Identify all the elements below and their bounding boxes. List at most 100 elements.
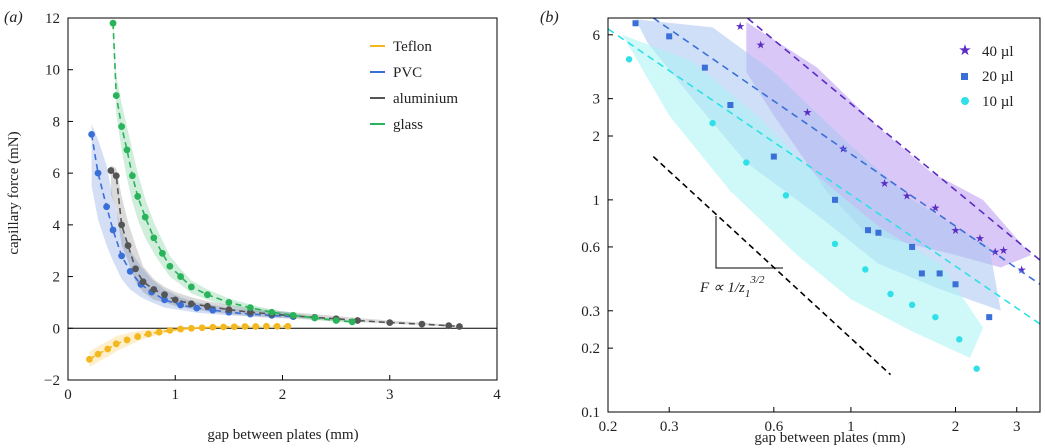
point-40-l: ★	[756, 40, 766, 52]
point-20-l	[666, 33, 673, 40]
point-glass	[112, 92, 120, 99]
point-glass	[332, 317, 340, 324]
point-40-l: ★	[951, 225, 961, 237]
panel-a-legend: Teflon PVC aluminium glass	[370, 39, 458, 133]
point-40-l: ★	[975, 233, 985, 245]
point-glass	[158, 249, 166, 257]
panel-a-y-tick-label: 2	[53, 270, 61, 286]
panel-b-y-tick-label: 6	[593, 28, 601, 44]
band-10-l	[622, 34, 984, 358]
point-teflon	[112, 340, 120, 348]
point-glass	[177, 273, 185, 280]
point-teflon	[166, 326, 174, 334]
point-teflon	[263, 322, 270, 330]
point-teflon	[230, 323, 238, 331]
panel-b-x-tick-label: 0.3	[660, 419, 679, 435]
panel-b-y-tick-label: 0.6	[581, 240, 600, 256]
panel-a-x-tick-label: 4	[493, 387, 501, 403]
point-20-l	[952, 281, 959, 288]
point-20-l	[632, 20, 639, 27]
legend-label-teflon: Teflon	[393, 39, 432, 55]
panel-a-y-tick-label: −2	[44, 373, 60, 389]
fit-line-10-l	[608, 28, 1040, 325]
panel-a-x-tick-label: 2	[279, 387, 287, 403]
point-pvc	[161, 296, 168, 304]
panel-b-data: ★★★★★★★★★★★★	[608, 18, 1040, 376]
point-pvc	[88, 130, 95, 138]
panel-a-x-tick-label: 3	[386, 387, 394, 403]
point-10-l	[932, 313, 939, 321]
legend-label-20ul: 20 µl	[982, 69, 1014, 85]
panel-a-x-tick-label: 0	[64, 387, 72, 403]
point-teflon	[209, 323, 217, 331]
panel-b-y-tick-label: 0.1	[581, 405, 600, 421]
point-20-l	[727, 102, 734, 109]
point-glass	[289, 311, 297, 319]
panel-b-x-axis-label: gap between plates (mm)	[754, 430, 905, 446]
point-aluminium	[124, 242, 132, 249]
panel-b-y-tick-label: 0.2	[581, 341, 600, 357]
reference-slope-line	[652, 155, 892, 376]
point-glass	[348, 318, 356, 326]
point-glass	[311, 314, 319, 322]
series-line-pvc	[90, 134, 294, 318]
legend-label-pvc: PVC	[393, 65, 422, 81]
panel-a-y-axis-label: capillary force (mN)	[6, 131, 22, 254]
point-glass	[225, 299, 233, 306]
point-pvc	[103, 203, 111, 211]
panel-b-x-tick-label: 2	[952, 419, 960, 435]
point-teflon	[86, 355, 93, 363]
panel-a-x-axis-label: gap between plates (mm)	[207, 427, 358, 443]
point-aluminium	[171, 296, 179, 304]
point-teflon	[104, 345, 112, 353]
point-10-l	[862, 266, 869, 273]
fit-line-20-l	[652, 18, 1040, 285]
legend-label-10ul: 10 µl	[982, 94, 1014, 110]
point-teflon	[252, 323, 260, 330]
point-aluminium	[139, 278, 147, 286]
panel-b-frame	[607, 17, 1041, 413]
point-10-l	[956, 336, 963, 343]
panel-a-label: (a)	[4, 9, 23, 26]
point-40-l: ★	[902, 190, 912, 202]
point-20-l	[936, 270, 943, 277]
panel-a-y-tick-label: 12	[45, 11, 60, 27]
point-40-l: ★	[803, 107, 813, 119]
point-aluminium	[418, 320, 426, 328]
point-aluminium	[187, 300, 195, 308]
point-aluminium	[246, 308, 254, 316]
point-teflon	[273, 322, 281, 330]
point-20-l	[865, 227, 872, 234]
point-20-l	[701, 64, 708, 71]
point-aluminium	[107, 167, 115, 174]
point-teflon	[198, 324, 206, 332]
point-aluminium	[112, 172, 120, 180]
point-10-l	[743, 159, 750, 166]
point-glass	[118, 123, 126, 130]
panel-b-label: (b)	[540, 9, 559, 26]
legend-label-40ul: 40 µl	[982, 44, 1014, 60]
point-20-l	[918, 270, 925, 277]
panel-b: (b) ★★★★★★★★★★★★0.20.30.61230.10.20.30.6…	[540, 9, 1041, 446]
point-10-l	[887, 290, 894, 298]
point-10-l	[908, 301, 916, 309]
panel-b-y-tick-label: 0.3	[581, 304, 600, 320]
point-teflon	[241, 323, 249, 330]
band-40-l	[746, 21, 1032, 268]
point-teflon	[134, 333, 142, 340]
panel-b-y-tick-label: 3	[593, 92, 601, 108]
point-10-l	[709, 119, 716, 127]
slope-annotation: F ∝ 1/z13/2	[699, 274, 765, 300]
point-aluminium	[354, 317, 361, 324]
point-40-l: ★	[880, 178, 890, 190]
point-20-l	[909, 243, 916, 250]
legend-marker-10ul	[961, 97, 969, 105]
panel-b-x-tick-label: 1	[847, 419, 855, 435]
point-teflon	[123, 336, 131, 344]
point-teflon	[155, 328, 163, 336]
panel-a-y-tick-label: 8	[53, 114, 61, 130]
point-glass	[134, 193, 142, 200]
point-glass	[204, 291, 211, 299]
point-aluminium	[150, 286, 158, 293]
